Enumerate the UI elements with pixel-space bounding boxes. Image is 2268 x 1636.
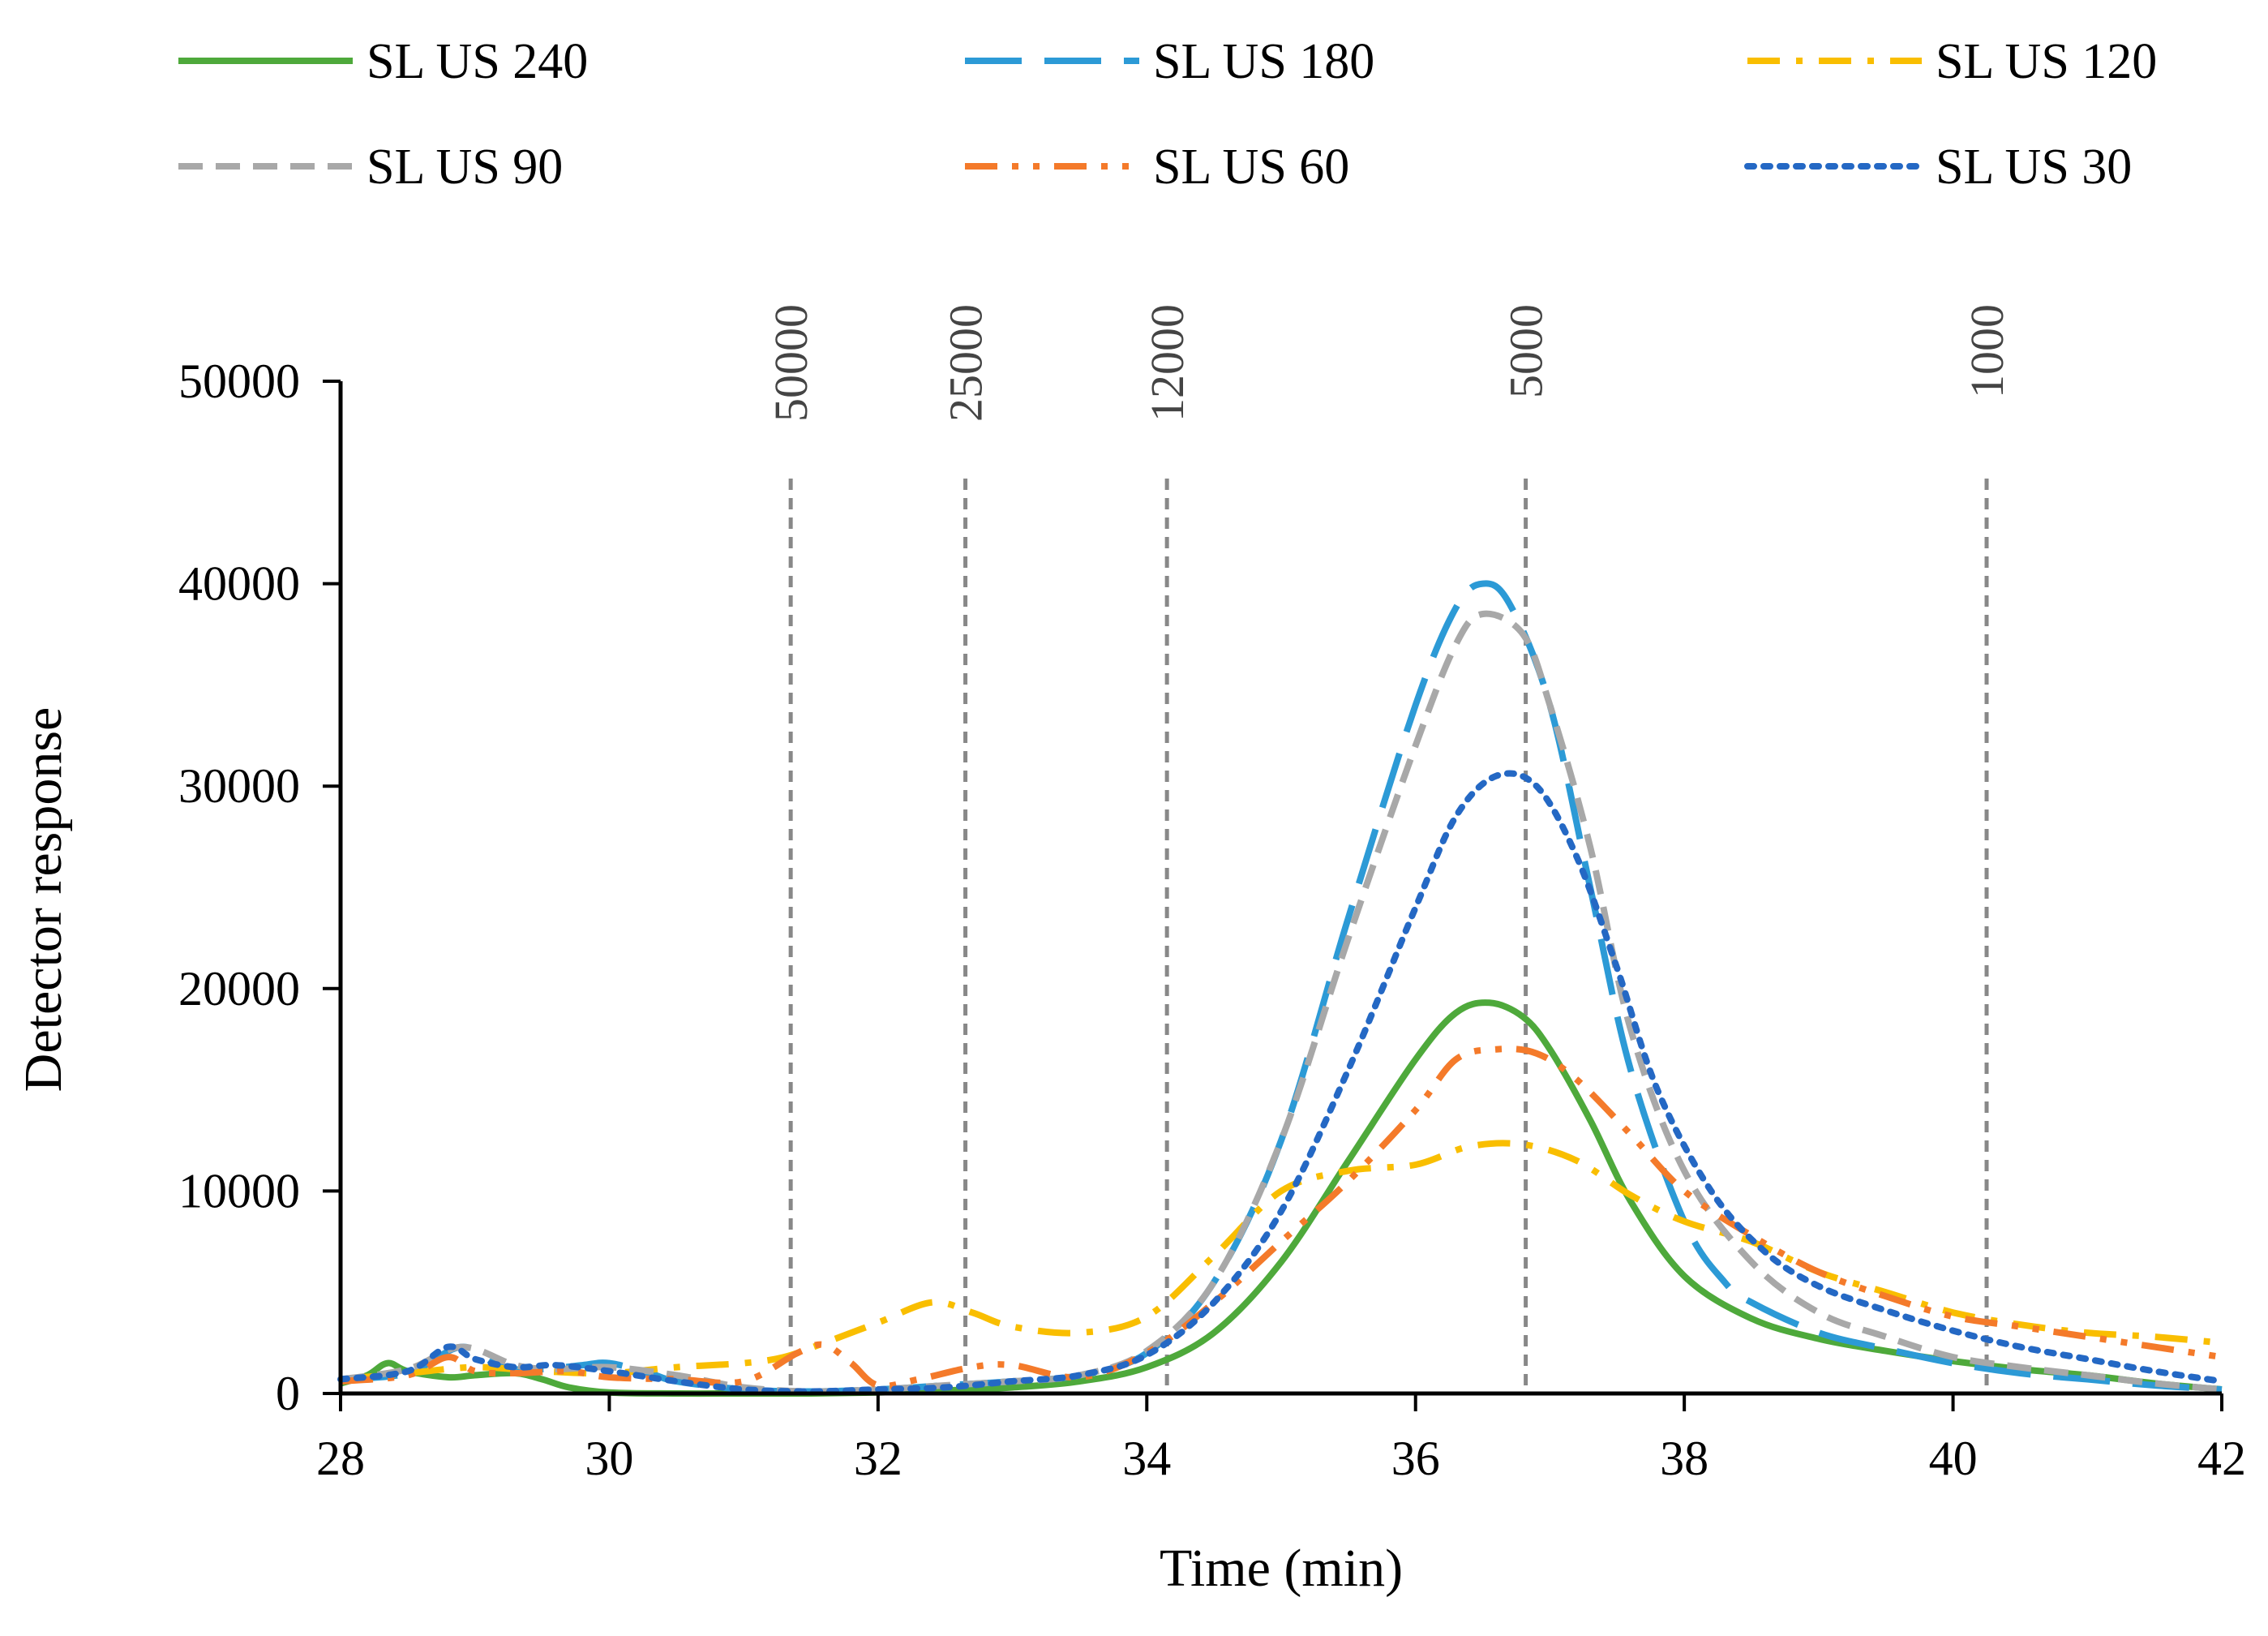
x-tick-label: 40 [1929,1432,1978,1485]
legend-label: SL US 60 [1153,140,1349,195]
legend-label: SL US 90 [367,140,563,195]
legend-item-sl-us-90: SL US 90 [178,140,563,195]
x-tick-label: 28 [316,1432,365,1485]
legend-item-sl-us-60: SL US 60 [965,140,1349,195]
x-tick-label: 38 [1660,1432,1709,1485]
legend-item-sl-us-240: SL US 240 [178,34,588,89]
y-tick-label: 50000 [178,354,300,408]
x-tick-label: 42 [2197,1432,2246,1485]
legend-label: SL US 240 [367,34,588,89]
mw-marker-label-5000: 5000 [1500,304,1553,398]
x-axis-title: Time (min) [1160,1539,1403,1598]
series-line-sl-us-30 [337,770,2225,1395]
series-line-sl-us-90 [340,610,2223,1395]
series-line-sl-us-60 [340,1046,2223,1389]
x-tick-label: 30 [585,1432,633,1485]
mw-marker-label-50000: 50000 [765,304,817,422]
legend-label: SL US 120 [1936,34,2157,89]
legend-label: SL US 30 [1936,140,2132,195]
y-axis-title: Detector response [14,707,73,1093]
legend-item-sl-us-180: SL US 180 [965,34,1374,89]
mw-markers: 50000 25000 12000 5000 1000 [765,304,2013,1393]
x-tick-label: 36 [1391,1432,1440,1485]
mw-marker-label-1000: 1000 [1961,304,2013,398]
series-line-sl-us-120 [340,1140,2223,1383]
legend: SL US 240 SL US 180 SL US 120 SL US 90 SL US… [178,34,2157,195]
legend-label: SL US 180 [1153,34,1374,89]
x-tick-label: 32 [854,1432,902,1485]
y-tick-label: 0 [276,1367,300,1420]
series-lines [337,580,2225,1398]
y-tick-label: 40000 [178,557,300,611]
y-tick-label: 10000 [178,1164,300,1217]
mw-marker-label-12000: 12000 [1141,304,1194,422]
y-tick-label: 30000 [178,759,300,813]
legend-item-sl-us-30: SL US 30 [1744,140,2132,195]
mw-marker-label-25000: 25000 [940,304,993,422]
x-tick-label: 34 [1122,1432,1171,1485]
legend-item-sl-us-120: SL US 120 [1747,34,2157,89]
series-line-sl-us-180 [340,580,2223,1395]
series-line-sl-us-240 [339,999,2223,1398]
y-tick-label: 20000 [178,962,300,1016]
axes: 28 30 32 34 36 38 40 42 0 10000 20000 30000 40000 500… [178,354,2246,1485]
